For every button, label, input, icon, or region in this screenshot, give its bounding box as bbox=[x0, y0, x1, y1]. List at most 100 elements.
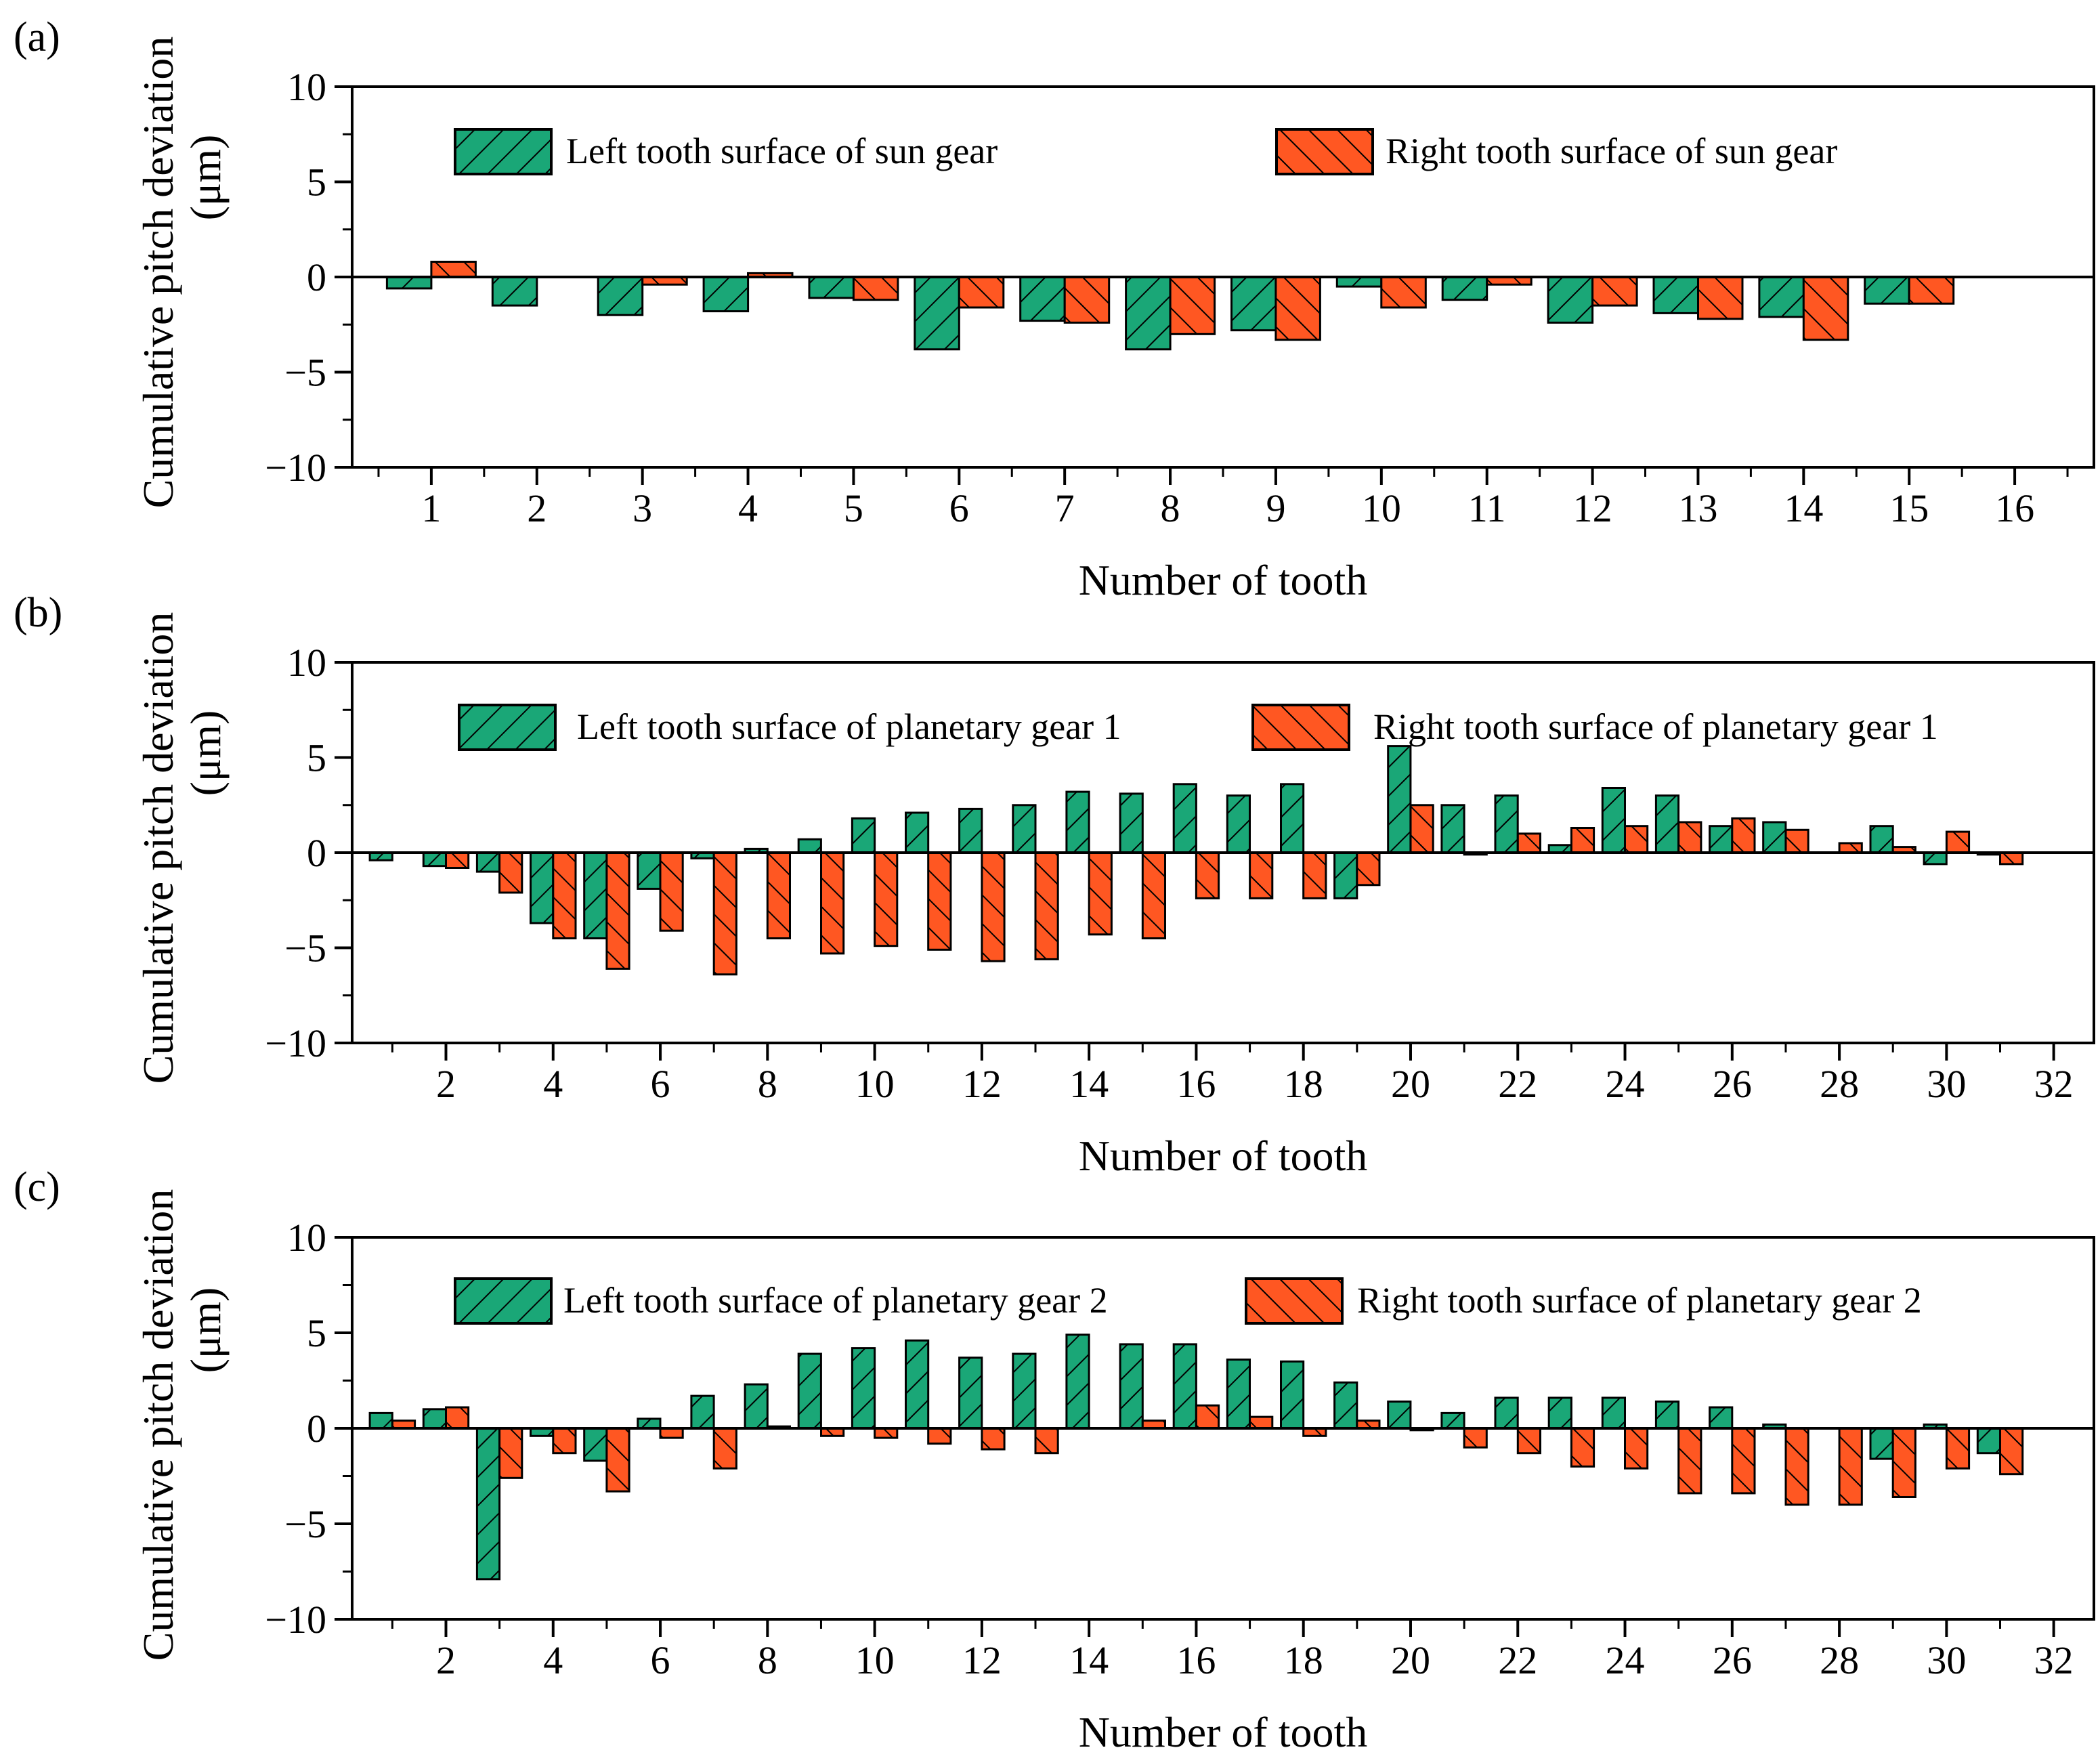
x-tick-label: 22 bbox=[1498, 1062, 1537, 1106]
right-bar-8 bbox=[1169, 276, 1216, 335]
right-bar-13 bbox=[1697, 276, 1744, 320]
x-axis-title: Number of tooth bbox=[1079, 556, 1368, 604]
left-bar-7 bbox=[1019, 276, 1066, 322]
y-axis-unit: (μm) bbox=[181, 710, 230, 796]
x-tick-label: 13 bbox=[1678, 486, 1717, 530]
left-bar-13 bbox=[1012, 804, 1037, 854]
right-bar-4 bbox=[552, 1427, 577, 1455]
x-tick-label: 18 bbox=[1284, 1638, 1323, 1682]
right-bar-9 bbox=[1274, 276, 1321, 341]
left-bar-2 bbox=[422, 1408, 447, 1430]
right-bar-25 bbox=[1677, 1427, 1702, 1495]
right-bar-13 bbox=[1034, 851, 1059, 960]
right-bar-27 bbox=[1784, 1427, 1809, 1506]
x-tick-label: 14 bbox=[1784, 486, 1823, 530]
legend-swatch bbox=[454, 128, 553, 175]
x-tick-label: 9 bbox=[1266, 486, 1285, 530]
y-axis-title: Cumulative pitch deviation bbox=[134, 612, 182, 1084]
right-bar-14 bbox=[1802, 276, 1849, 341]
left-bar-2 bbox=[491, 276, 538, 307]
left-bar-6 bbox=[914, 276, 960, 351]
y-tick-label: 10 bbox=[287, 641, 326, 685]
left-bar-23 bbox=[1547, 1396, 1572, 1430]
left-bar-4 bbox=[530, 851, 555, 924]
y-tick-label: 5 bbox=[307, 736, 326, 780]
y-tick-label: 0 bbox=[307, 831, 326, 875]
left-bar-5 bbox=[583, 851, 608, 939]
x-axis-title: Number of tooth bbox=[1079, 1708, 1368, 1750]
x-tick-label: 32 bbox=[2034, 1062, 2074, 1106]
right-bar-24 bbox=[1624, 825, 1649, 854]
x-tick-label: 14 bbox=[1069, 1638, 1109, 1682]
left-bar-18 bbox=[1280, 1360, 1305, 1430]
right-bar-17 bbox=[1249, 851, 1274, 899]
left-bar-10 bbox=[1335, 276, 1383, 288]
legend-swatch bbox=[1245, 1277, 1344, 1325]
left-bar-27 bbox=[1762, 821, 1787, 854]
right-bar-28 bbox=[1838, 1427, 1863, 1506]
left-bar-10 bbox=[851, 817, 876, 854]
left-bar-21 bbox=[1440, 804, 1465, 854]
x-tick-label: 20 bbox=[1391, 1638, 1430, 1682]
right-bar-27 bbox=[1784, 828, 1809, 854]
x-tick-label: 6 bbox=[651, 1638, 670, 1682]
x-tick-label: 10 bbox=[1362, 486, 1401, 530]
left-bar-17 bbox=[1226, 1359, 1251, 1430]
left-bar-16 bbox=[1172, 1343, 1197, 1430]
x-tick-label: 2 bbox=[436, 1638, 456, 1682]
x-tick-label: 8 bbox=[1161, 486, 1180, 530]
x-tick-label: 16 bbox=[1995, 486, 2034, 530]
left-bar-11 bbox=[1441, 276, 1488, 301]
left-bar-22 bbox=[1494, 1396, 1519, 1430]
right-bar-2 bbox=[445, 851, 470, 869]
y-tick-label: 10 bbox=[287, 1216, 326, 1260]
y-tick-label: 0 bbox=[307, 1407, 326, 1451]
right-bar-8 bbox=[766, 851, 792, 939]
left-bar-5 bbox=[583, 1427, 608, 1462]
x-tick-label: 26 bbox=[1713, 1062, 1752, 1106]
left-bar-8 bbox=[1125, 276, 1172, 351]
legend-swatch bbox=[454, 1277, 553, 1325]
right-bar-5 bbox=[852, 276, 899, 301]
x-tick-label: 28 bbox=[1820, 1062, 1859, 1106]
panel-label: (b) bbox=[14, 590, 62, 636]
right-bar-15 bbox=[1141, 851, 1167, 939]
right-bar-15 bbox=[1908, 276, 1955, 305]
left-bar-29 bbox=[1869, 1427, 1894, 1460]
left-bar-1 bbox=[385, 276, 433, 290]
left-bar-6 bbox=[637, 851, 662, 890]
x-tick-label: 12 bbox=[1573, 486, 1612, 530]
x-tick-label: 3 bbox=[633, 486, 652, 530]
right-bar-11 bbox=[927, 851, 952, 951]
x-tick-label: 2 bbox=[527, 486, 547, 530]
left-bar-13 bbox=[1012, 1352, 1037, 1430]
left-bar-20 bbox=[1387, 745, 1412, 854]
left-bar-3 bbox=[475, 1427, 501, 1581]
legend-label: Right tooth surface of sun gear bbox=[1386, 131, 1837, 171]
left-bar-6 bbox=[637, 1417, 662, 1430]
left-bar-24 bbox=[1601, 1396, 1627, 1430]
left-bar-24 bbox=[1601, 787, 1627, 854]
x-tick-label: 1 bbox=[421, 486, 441, 530]
right-bar-4 bbox=[552, 851, 577, 939]
right-bar-18 bbox=[1302, 851, 1327, 899]
x-tick-label: 11 bbox=[1468, 486, 1506, 530]
x-tick-label: 12 bbox=[962, 1062, 1002, 1106]
panel-label: (a) bbox=[14, 14, 60, 60]
left-bar-3 bbox=[597, 276, 644, 316]
x-tick-label: 4 bbox=[543, 1062, 563, 1106]
left-bar-12 bbox=[1547, 276, 1594, 324]
right-bar-7 bbox=[712, 1427, 737, 1470]
legend-label: Left tooth surface of planetary gear 1 bbox=[577, 706, 1121, 747]
x-tick-label: 30 bbox=[1927, 1062, 1966, 1106]
left-bar-20 bbox=[1387, 1401, 1412, 1430]
right-bar-17 bbox=[1249, 1415, 1274, 1430]
y-axis-title: Cumulative pitch deviation bbox=[134, 37, 182, 509]
x-tick-label: 6 bbox=[949, 486, 969, 530]
right-bar-28 bbox=[1838, 842, 1863, 854]
left-bar-31 bbox=[1976, 1427, 2002, 1455]
left-bar-17 bbox=[1226, 794, 1251, 854]
right-bar-22 bbox=[1516, 832, 1542, 854]
